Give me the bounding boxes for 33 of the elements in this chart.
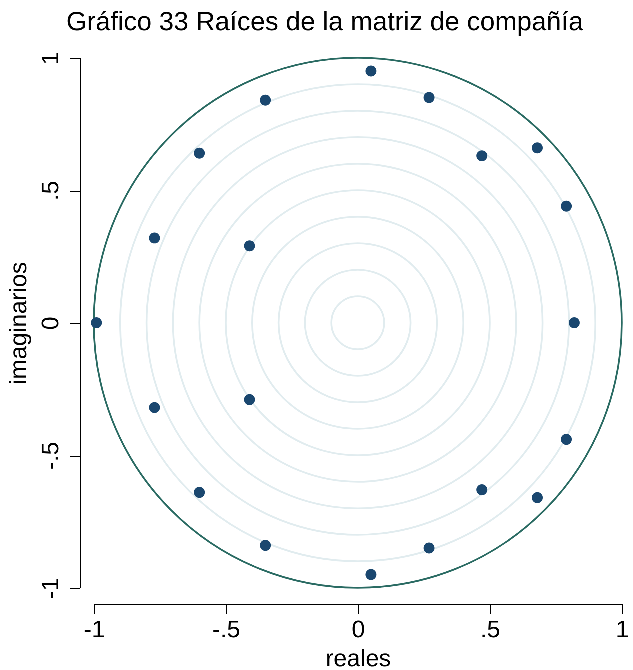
y-tick-label: -.5	[38, 442, 64, 470]
point	[91, 318, 102, 328]
y-axis-title: imaginarios	[6, 262, 32, 385]
x-tick-label: 0	[352, 616, 366, 644]
point	[424, 542, 435, 554]
point	[260, 540, 272, 552]
y-tick-label: 1	[38, 52, 64, 66]
y-tick-label: -1	[38, 578, 64, 600]
x-tick-label: 1	[616, 616, 630, 644]
x-tick-label: -1	[84, 616, 106, 644]
point	[569, 318, 580, 328]
point	[476, 150, 488, 162]
point	[244, 240, 256, 252]
y-tick-label: .5	[38, 180, 64, 202]
point	[244, 394, 256, 406]
point	[149, 232, 160, 244]
point	[424, 92, 435, 104]
point	[194, 487, 206, 498]
point	[366, 569, 377, 580]
chart-title: Gráfico 33 Raíces de la matriz de compañía	[66, 6, 584, 36]
point	[476, 484, 488, 496]
point	[194, 148, 206, 159]
point	[149, 402, 160, 414]
point	[260, 94, 272, 106]
x-tick-label: .5	[480, 616, 501, 644]
point	[532, 492, 543, 504]
point	[561, 434, 572, 446]
x-tick-label: -.5	[212, 616, 241, 644]
x-axis-title: reales	[326, 646, 392, 670]
point	[561, 200, 572, 212]
point	[532, 142, 543, 154]
point	[366, 66, 377, 77]
y-tick-label: 0	[38, 316, 64, 330]
